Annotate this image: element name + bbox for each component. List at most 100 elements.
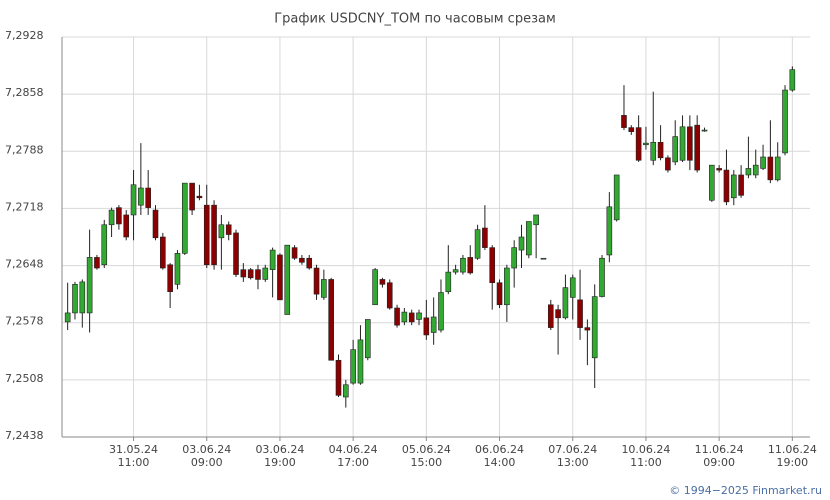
- y-tick-label: 7,2648: [5, 258, 44, 271]
- candle-body: [372, 269, 378, 306]
- candle-body: [782, 89, 788, 154]
- candle-body: [518, 236, 525, 251]
- candle-body: [255, 269, 261, 280]
- candle-body: [438, 292, 444, 331]
- candle-body: [452, 269, 459, 273]
- candle-body: [496, 282, 503, 306]
- candle-body: [240, 269, 247, 278]
- candle-body: [665, 157, 671, 171]
- candle-body: [482, 227, 488, 248]
- candle-body: [181, 182, 188, 254]
- candle-body: [101, 224, 108, 266]
- candle-body: [467, 257, 474, 274]
- candle-body: [752, 164, 759, 176]
- candle-body: [218, 224, 225, 239]
- candle-body: [569, 277, 576, 298]
- x-tick-label: 05.06.24 15:00: [401, 443, 451, 469]
- candle-body: [196, 195, 203, 199]
- candle-body: [613, 174, 620, 221]
- x-tick-label: 11.06.24 19:00: [767, 443, 817, 469]
- candle-body: [233, 232, 239, 275]
- y-tick-label: 7,2508: [5, 372, 44, 385]
- candle-body: [767, 156, 774, 181]
- candle-body: [789, 69, 796, 91]
- candle-body: [138, 187, 144, 206]
- y-tick-label: 7,2578: [5, 315, 44, 328]
- candle-body: [291, 247, 298, 259]
- candle-body: [701, 129, 708, 132]
- candle-body: [591, 296, 598, 359]
- candle-body: [672, 136, 679, 163]
- candle-body: [504, 267, 510, 306]
- candle-body: [511, 247, 517, 269]
- candle-body: [379, 279, 386, 285]
- candle-body: [64, 312, 71, 323]
- candle-body: [650, 142, 657, 161]
- candle-body: [152, 209, 159, 239]
- candle-body: [313, 267, 320, 295]
- candle-body: [189, 182, 195, 211]
- chart-title: График USDCNY_TOM по часовым срезам: [274, 12, 556, 27]
- candle-body: [716, 168, 722, 171]
- y-tick-label: 7,2858: [5, 86, 44, 99]
- y-tick-label: 7,2788: [5, 143, 44, 156]
- candle-body: [306, 257, 313, 269]
- candle-body: [408, 312, 415, 323]
- x-tick-label: 06.06.24 14:00: [475, 443, 525, 469]
- candle-body: [489, 247, 496, 284]
- candle-body: [401, 311, 408, 323]
- candle-body: [262, 267, 269, 280]
- candle-body: [774, 156, 781, 181]
- candle-body: [328, 279, 334, 361]
- candle-body: [730, 174, 737, 199]
- x-tick-label: 07.06.24 13:00: [548, 443, 598, 469]
- candle-body: [116, 207, 122, 225]
- candle-body: [584, 327, 591, 331]
- candle-body: [364, 319, 371, 359]
- candle-body: [430, 316, 437, 333]
- y-tick-label: 7,2718: [5, 200, 44, 213]
- x-tick-label: 03.06.24 19:00: [255, 443, 305, 469]
- candle-body: [145, 187, 151, 208]
- candle-body: [167, 264, 173, 292]
- candle-body: [299, 257, 305, 263]
- x-tick-label: 31.05.24 11:00: [109, 443, 159, 469]
- footer: © 1994−2025 Finmarket.ru: [669, 484, 822, 497]
- candle-body: [160, 236, 166, 269]
- candle-body: [130, 184, 137, 216]
- candle-body: [72, 284, 78, 314]
- candle-body: [94, 257, 100, 269]
- x-tick-label: 03.06.24 09:00: [182, 443, 232, 469]
- candle-body: [350, 349, 356, 384]
- candle-body: [599, 257, 605, 297]
- y-tick-label: 7,2928: [5, 29, 44, 42]
- candle-body: [709, 164, 715, 201]
- candle-body: [211, 204, 217, 266]
- candle-body: [628, 127, 635, 132]
- candle-body: [423, 317, 430, 336]
- candle-body: [394, 307, 400, 326]
- candle-body: [760, 156, 766, 169]
- candle-body: [460, 257, 466, 273]
- candle-body: [277, 254, 283, 301]
- candle-body: [79, 281, 86, 314]
- candle-body: [679, 126, 686, 161]
- candle-body: [174, 253, 181, 285]
- candle-body: [445, 271, 452, 292]
- candle-body: [738, 174, 744, 196]
- candle-body: [555, 309, 561, 319]
- candle-body: [606, 206, 613, 256]
- candle-body: [687, 126, 693, 161]
- x-tick-label: 04.06.24 17:00: [328, 443, 378, 469]
- candle-body: [203, 204, 210, 266]
- candle-body: [723, 169, 730, 203]
- candle-body: [657, 142, 664, 159]
- candle-body: [474, 229, 481, 259]
- candle-body: [357, 339, 364, 384]
- candle-body: [577, 299, 583, 328]
- candle-body: [694, 124, 700, 171]
- candle-body: [635, 127, 642, 161]
- y-tick-label: 7,2438: [5, 429, 44, 442]
